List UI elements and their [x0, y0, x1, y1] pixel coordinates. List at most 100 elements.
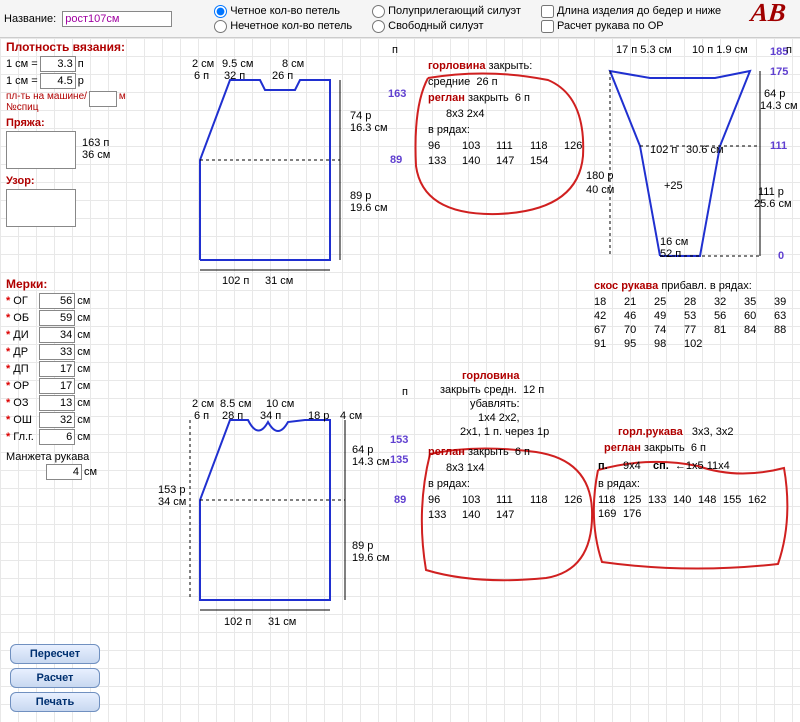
back-bottom-cm: 31 см — [265, 275, 293, 287]
density-p-input[interactable] — [40, 56, 76, 72]
density-title: Плотность вязания: — [6, 40, 146, 54]
sleeve-0: 0 — [778, 250, 784, 262]
yarn-label: Пряжа: — [6, 117, 146, 129]
chk-sleeve[interactable]: Расчет рукава по ОР — [541, 20, 721, 33]
neck-back-raglan: реглан — [428, 92, 465, 104]
neck-front-decp2: 2x1, 1 п. через 1р — [460, 426, 549, 438]
chk-length[interactable]: Длина изделия до бедер и ниже — [541, 5, 721, 18]
back-89: 89 — [390, 154, 402, 166]
sleeve-40: 40 см — [586, 184, 614, 196]
pattern-box[interactable] — [6, 189, 76, 227]
cuff-unit: см — [84, 466, 97, 478]
yarn-box[interactable] — [6, 131, 76, 169]
front-se: 4 см — [340, 410, 362, 422]
meas-unit: см — [77, 312, 90, 324]
back-h2: 89 р — [350, 190, 371, 202]
front-r89: 89 — [394, 494, 406, 506]
nf-rowslbl: в рядах: — [428, 478, 470, 490]
p-mark3: п — [402, 386, 408, 398]
machine-unit: м — [119, 91, 126, 102]
meas-input-ОГ[interactable] — [39, 293, 75, 309]
radio-semi[interactable]: Полуприлегающий силуэт — [372, 5, 521, 18]
radio-even[interactable]: Четное кол-во петель — [214, 5, 352, 18]
neck-back-mid: средние — [428, 76, 470, 88]
p-mark2: п — [786, 44, 792, 56]
cuff-input[interactable] — [46, 464, 82, 480]
sleeve-143: 14.3 см — [760, 100, 798, 112]
sleeve-180: 180 р — [586, 170, 614, 182]
front-r153: 153 — [390, 434, 408, 446]
neck-front-decp: 1x4 2x2, — [478, 412, 520, 424]
radio-free[interactable]: Свободный силуэт — [372, 20, 521, 33]
neck-back-raglanclose: закрыть — [468, 92, 509, 104]
meas-label-Гл.г.: Гл.г. — [13, 431, 37, 443]
sleeve-64: 64 р — [764, 88, 785, 100]
sleeve-256: 25.6 см — [754, 198, 792, 210]
meas-input-ДР[interactable] — [39, 344, 75, 360]
neck-front-title: горловина — [462, 370, 519, 382]
machine-input[interactable] — [89, 91, 117, 107]
sleeve-306: 30.6 см — [686, 144, 724, 156]
neck-back-rows: 96103111118126133140147154 — [428, 140, 592, 167]
neck-back-raglanv: 6 п — [515, 92, 530, 104]
nf-ragv: 6 п — [515, 446, 530, 458]
front-153: 153 р — [158, 484, 186, 496]
sn-ragclose: закрыть — [644, 442, 685, 454]
meas-unit: см — [77, 363, 90, 375]
sleeve-52: 52 п — [660, 248, 681, 260]
radio-odd[interactable]: Нечетное кол-во петель — [214, 20, 352, 33]
side-163p: 163 п — [82, 137, 110, 149]
sn-ragv: 6 п — [691, 442, 706, 454]
sn-raglan: реглан — [604, 442, 641, 454]
front-svg — [190, 410, 360, 630]
back-top-a: 2 см — [192, 58, 214, 70]
sn-plbl: п. — [598, 460, 608, 472]
neck-back-title: горловина — [428, 60, 485, 72]
nf-raglan: реглан — [428, 446, 465, 458]
density-1cm-r-label: 1 см = — [6, 75, 38, 87]
meas-input-ОЗ[interactable] — [39, 395, 75, 411]
pattern-label: Узор: — [6, 175, 146, 187]
meas-label-ОГ: ОГ — [13, 295, 37, 307]
logo: АВ — [750, 0, 788, 28]
neck-front-dec: убавлять: — [470, 398, 520, 410]
front-r135: 135 — [390, 454, 408, 466]
sleeve-111: 111 — [770, 140, 787, 152]
meas-unit: см — [77, 380, 90, 392]
front-h64: 64 р — [352, 444, 373, 456]
bevel-rows: 1821252832353942464953566063677074778184… — [594, 296, 800, 350]
back-top-b: 9.5 см — [222, 58, 253, 70]
meas-input-ОШ[interactable] — [39, 412, 75, 428]
meas-input-ДП[interactable] — [39, 361, 75, 377]
recalc-button[interactable]: Пересчет — [10, 644, 100, 664]
p-mark1: п — [392, 44, 398, 56]
meas-label-ОБ: ОБ — [13, 312, 37, 324]
neck-front-mid: закрыть средн. — [440, 384, 517, 396]
meas-input-ОР[interactable] — [39, 378, 75, 394]
meas-input-ОБ[interactable] — [39, 310, 75, 326]
neck-back-rowslbl: в рядах: — [428, 124, 470, 136]
title-input[interactable] — [62, 11, 172, 27]
back-top-sb: 32 п — [224, 70, 245, 82]
sleeve-top2: 10 п 1.9 см — [692, 44, 748, 56]
front-bot: 102 п — [224, 616, 251, 628]
density-1cm-p-label: 1 см = — [6, 58, 38, 70]
neck-back-pairs: 8x3 2x4 — [446, 108, 485, 120]
sn-spv: ←1x5 11x4 — [675, 460, 730, 472]
bevel-sub: прибавл. в рядах: — [661, 280, 751, 292]
meas-input-Гл.г.[interactable] — [39, 429, 75, 445]
front-34: 34 см — [158, 496, 186, 508]
density-r-unit: р — [78, 75, 84, 87]
front-h196: 19.6 см — [352, 552, 390, 564]
meas-input-ДИ[interactable] — [39, 327, 75, 343]
front-sa: 6 п — [194, 410, 209, 422]
back-h1: 74 р — [350, 110, 371, 122]
print-button[interactable]: Печать — [10, 692, 100, 712]
sleeve-111r: 111 р — [758, 186, 784, 198]
sleeve-102: 102 п — [650, 144, 677, 156]
calc-button[interactable]: Расчет — [10, 668, 100, 688]
density-r-input[interactable] — [40, 73, 76, 89]
meas-label-ОШ: ОШ — [13, 414, 37, 426]
meas-unit: см — [77, 431, 90, 443]
front-botcm: 31 см — [268, 616, 296, 628]
